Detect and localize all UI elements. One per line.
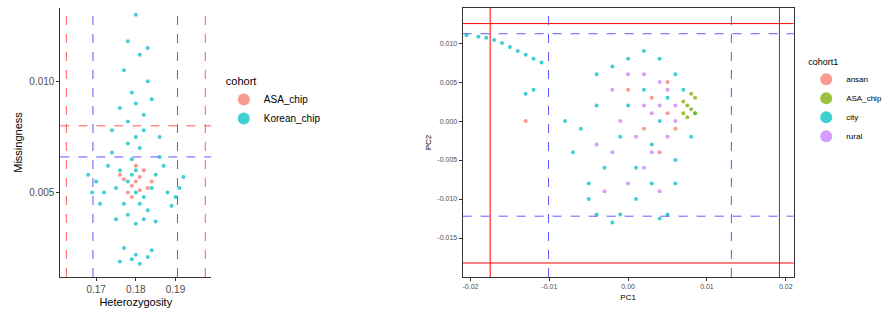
svg-text:-0.015: -0.015 xyxy=(437,234,457,241)
svg-text:-0.005: -0.005 xyxy=(437,156,457,163)
svg-text:0.005: 0.005 xyxy=(29,187,54,198)
svg-text:Korean_chip: Korean_chip xyxy=(264,113,321,124)
svg-text:Heterozygosity: Heterozygosity xyxy=(99,296,172,308)
svg-text:0.00: 0.00 xyxy=(621,283,635,290)
svg-text:0.010: 0.010 xyxy=(29,76,54,87)
svg-text:0.01: 0.01 xyxy=(700,283,714,290)
svg-text:cohort: cohort xyxy=(226,75,257,87)
svg-text:0.02: 0.02 xyxy=(779,283,793,290)
svg-text:-0.02: -0.02 xyxy=(463,283,479,290)
svg-text:0.17: 0.17 xyxy=(86,284,106,295)
svg-text:cohort1: cohort1 xyxy=(808,57,838,67)
svg-text:-0.01: -0.01 xyxy=(541,283,557,290)
svg-text:0.010: 0.010 xyxy=(440,40,458,47)
svg-text:-0.010: -0.010 xyxy=(437,195,457,202)
svg-text:ASA_chip: ASA_chip xyxy=(846,94,882,103)
svg-text:ansan: ansan xyxy=(846,75,868,84)
svg-text:rural: rural xyxy=(846,132,862,141)
svg-text:0.18: 0.18 xyxy=(126,284,146,295)
svg-text:city: city xyxy=(846,113,858,122)
svg-text:PC1: PC1 xyxy=(620,293,636,302)
svg-text:ASA_chip: ASA_chip xyxy=(264,94,308,105)
svg-text:0.005: 0.005 xyxy=(440,79,458,86)
svg-text:PC2: PC2 xyxy=(424,134,433,150)
svg-text:0.19: 0.19 xyxy=(166,284,186,295)
svg-text:0.000: 0.000 xyxy=(440,118,458,125)
svg-text:Missingness: Missingness xyxy=(12,112,24,173)
